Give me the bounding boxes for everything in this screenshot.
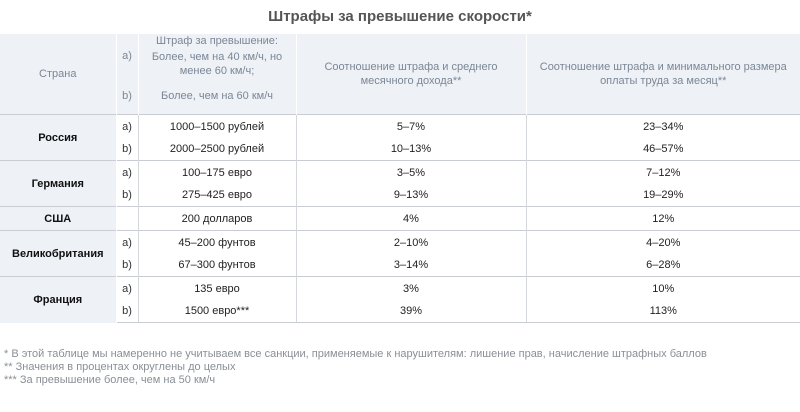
footnote: *** За превышение более, чем на 50 км/ч (4, 374, 216, 386)
sub-label-empty (116, 206, 139, 231)
fine-cell: 2000–2500 рублей (138, 138, 297, 161)
minwage-cell: 23–34% (526, 114, 800, 138)
table-row: Россия a) 1000–1500 рублей 5–7% 23–34% (0, 114, 800, 161)
income-cell: 9–13% (296, 184, 527, 207)
minwage-cell: 12% (526, 206, 800, 231)
country-cell: США (0, 206, 117, 231)
table-row: США 200 долларов 4% 12% (0, 206, 800, 231)
header-fine-top: Штраф за превышение: (156, 35, 278, 47)
country-cell: Германия (0, 160, 117, 207)
income-cell: 10–13% (296, 138, 527, 161)
income-cell: 3% (296, 276, 527, 300)
income-cell: 3–5% (296, 160, 527, 184)
sub-label: b) (116, 184, 139, 207)
table-row: Германия a) 100–175 евро 3–5% 7–12% (0, 160, 800, 207)
minwage-cell: 4–20% (526, 230, 800, 254)
footnote: * В этой таблице мы намеренно не учитыва… (4, 348, 707, 360)
table-row: Франция a) 135 евро 3% 10% (0, 276, 800, 323)
table-row: Великобритания a) 45–200 фунтов 2–10% 4–… (0, 230, 800, 277)
minwage-cell: 7–12% (526, 160, 800, 184)
fines-table: Страна a) Штраф за превышение: Более, че… (0, 34, 800, 323)
fine-cell: 67–300 фунтов (138, 254, 297, 277)
minwage-cell: 6–28% (646, 259, 681, 271)
header-fine-a: Штраф за превышение: Более, чем на 40 км… (138, 34, 297, 78)
country-cell: Россия (0, 114, 117, 161)
page-title: Штрафы за превышение скорости* (268, 8, 532, 25)
table-row: b) 67–300 фунтов 3–14% 6–28% (0, 254, 800, 277)
header-fine-b: Более, чем на 60 км/ч (138, 78, 297, 115)
header-a-label: a) (116, 34, 139, 78)
minwage-cell: 113% (526, 300, 800, 323)
country-cell: Великобритания (0, 230, 117, 277)
fine-cell: 1000–1500 рублей (138, 114, 297, 138)
sub-label: b) (116, 300, 139, 323)
sub-label: a) (116, 276, 139, 300)
footnotes: * В этой таблице мы намеренно не учитыва… (4, 348, 794, 387)
income-cell: 5–7% (296, 114, 527, 138)
header-b-label: b) (116, 78, 139, 115)
fine-cell: 200 долларов (138, 206, 297, 231)
minwage-cell: 46–57% (643, 143, 684, 155)
sub-label: b) (116, 138, 139, 161)
header-minwage: Соотношение штрафа и минимального размер… (526, 34, 800, 115)
income-cell: 2–10% (296, 230, 527, 254)
income-cell: 4% (296, 206, 527, 231)
fine-cell: 275–425 евро (138, 184, 297, 207)
fine-cell: 135 евро (138, 276, 297, 300)
table-row: b) 2000–2500 рублей 10–13% 46–57% (0, 138, 800, 161)
income-cell: 3–14% (296, 254, 527, 277)
table-row: b) 1500 евро*** 39% 113% (0, 300, 800, 323)
header-income: Соотношение штрафа и среднего месячного … (296, 34, 527, 115)
sub-label: a) (116, 160, 139, 184)
income-cell: 39% (296, 300, 527, 323)
footnote: ** Значения в процентах округлены до цел… (4, 361, 236, 373)
country-cell: Франция (0, 276, 117, 323)
minwage-cell: 10% (526, 276, 800, 300)
sub-label: a) (116, 230, 139, 254)
table-row: b) 275–425 евро 9–13% 19–29% (0, 184, 800, 207)
sub-label: b) (116, 254, 139, 277)
sub-label: a) (116, 114, 139, 138)
fine-cell: 100–175 евро (138, 160, 297, 184)
table-header: Страна a) Штраф за превышение: Более, че… (0, 34, 800, 115)
fine-cell: 45–200 фунтов (138, 230, 297, 254)
fine-cell: 1500 евро*** (138, 300, 297, 323)
header-fine-a-text: Более, чем на 40 км/ч, но менее 60 км/ч; (151, 51, 283, 77)
header-country: Страна (0, 34, 117, 115)
minwage-cell: 19–29% (643, 189, 684, 201)
